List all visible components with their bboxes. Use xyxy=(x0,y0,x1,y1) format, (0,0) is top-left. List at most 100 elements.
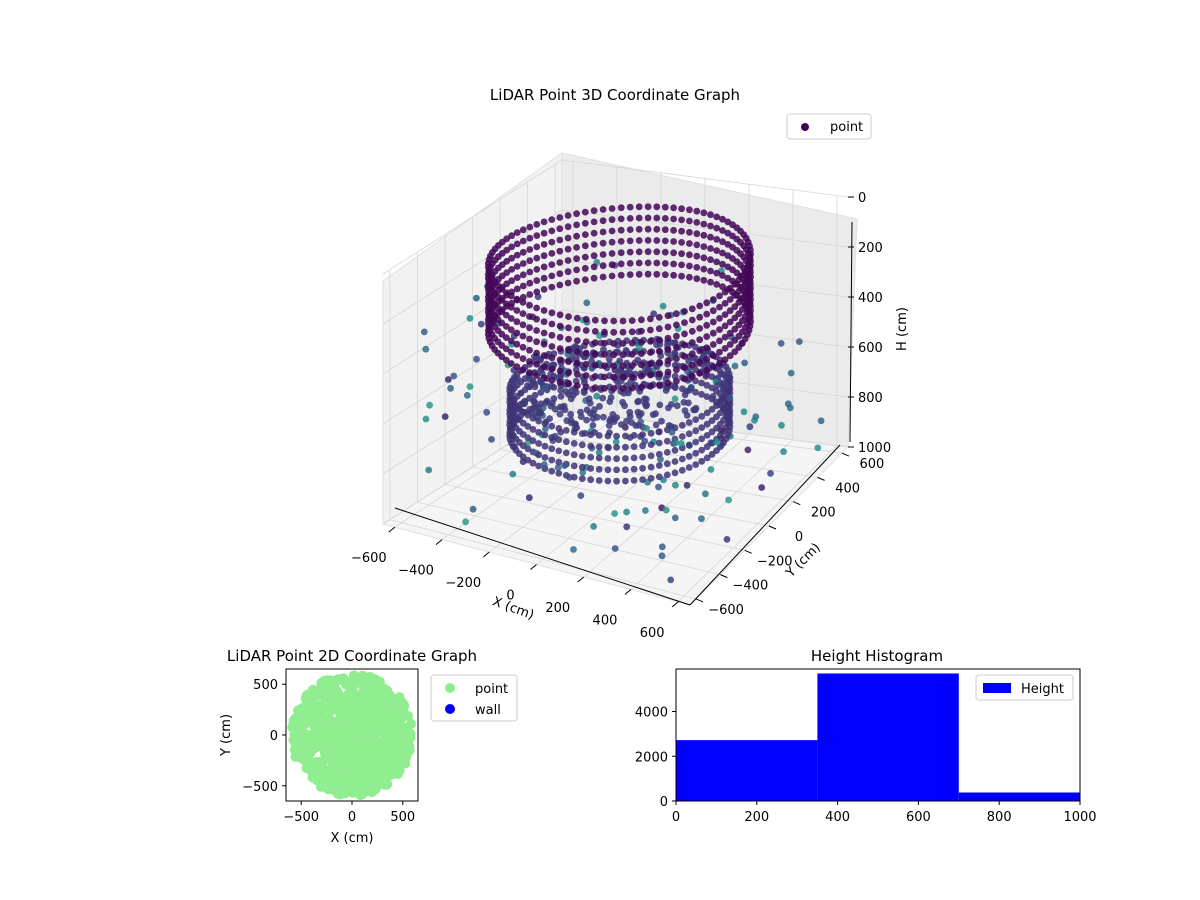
point-3d xyxy=(591,328,599,335)
point-3d xyxy=(708,417,716,424)
point-3d xyxy=(626,237,634,245)
legend-3d-label: point xyxy=(830,120,863,135)
point-3d xyxy=(555,436,563,444)
point-3d xyxy=(670,249,677,257)
point-3d xyxy=(521,398,528,406)
point-3d xyxy=(530,398,538,405)
point-3d xyxy=(655,336,663,344)
point-3d xyxy=(595,432,603,439)
point-3d xyxy=(507,303,515,311)
point-2d xyxy=(315,722,326,733)
point-3d xyxy=(678,250,685,258)
point-3d xyxy=(541,442,549,450)
point-3d xyxy=(716,348,723,356)
point-3d xyxy=(526,301,533,309)
point-3d xyxy=(578,463,586,471)
point-3d xyxy=(548,434,556,441)
point-3d xyxy=(713,413,720,421)
y-tick-label-3d: 400 xyxy=(835,481,860,496)
grid-line-x xyxy=(583,433,750,578)
point-3d xyxy=(593,413,601,421)
point-3d xyxy=(529,437,537,445)
point-3d xyxy=(655,359,663,366)
point-2d xyxy=(364,769,375,780)
point-3d xyxy=(556,225,564,233)
point-3d xyxy=(708,405,716,413)
point-3d xyxy=(526,358,533,365)
point-3d xyxy=(678,455,686,463)
point-3d xyxy=(542,425,549,433)
point-2d xyxy=(394,735,405,746)
point-3d xyxy=(698,424,706,431)
point-3d xyxy=(680,399,688,406)
grid-line-y xyxy=(555,413,842,454)
point-3d xyxy=(661,226,669,234)
point-3d xyxy=(617,260,625,268)
point-3d xyxy=(635,203,643,211)
point-3d xyxy=(628,373,636,381)
point-3d xyxy=(708,450,716,458)
point-2d xyxy=(325,713,335,724)
point-3d xyxy=(613,432,620,440)
point-3d xyxy=(703,432,711,439)
point-3d xyxy=(509,470,517,478)
x-tick-label-hist: 800 xyxy=(987,810,1012,825)
point-3d xyxy=(555,458,563,466)
point-3d xyxy=(589,422,597,429)
point-3d xyxy=(567,395,575,403)
point-3d xyxy=(639,476,646,483)
point-2d xyxy=(344,718,355,729)
point-3d xyxy=(650,310,658,318)
x-tick-3d xyxy=(577,576,585,583)
point-3d xyxy=(606,398,614,405)
point-2d xyxy=(328,725,339,736)
y-tick-3d xyxy=(768,525,777,530)
point-3d xyxy=(709,318,717,326)
point-3d xyxy=(685,464,693,471)
point-3d xyxy=(533,349,540,357)
point-3d xyxy=(548,261,556,268)
point-3d xyxy=(703,420,711,428)
point-3d xyxy=(519,355,527,362)
point-3d xyxy=(447,384,454,392)
histogram-bars xyxy=(676,673,1080,801)
point-3d xyxy=(531,383,539,391)
legend-histogram-frame xyxy=(975,674,1074,701)
point-3d xyxy=(590,241,598,248)
point-3d xyxy=(556,378,564,386)
point-3d xyxy=(696,370,704,377)
point-3d xyxy=(540,218,548,226)
point-3d xyxy=(696,336,704,344)
point-3d xyxy=(581,242,589,250)
x-tick-label-3d: 600 xyxy=(640,626,665,641)
y-axis-label-2d: Y (cm) xyxy=(219,714,234,757)
point-3d xyxy=(688,372,696,380)
point-3d xyxy=(533,327,540,334)
point-3d xyxy=(591,384,599,392)
point-3d xyxy=(613,455,620,463)
z-tick-label-3d: 600 xyxy=(858,341,883,356)
point-3d xyxy=(626,413,634,420)
point-3d xyxy=(623,417,630,425)
point-3d xyxy=(526,246,534,253)
point-2d xyxy=(405,733,415,744)
point-3d xyxy=(628,317,636,324)
point-3d xyxy=(548,365,556,373)
point-3d xyxy=(595,465,603,473)
point-3d xyxy=(524,423,532,430)
point-2d xyxy=(403,711,414,722)
point-3d xyxy=(599,206,607,213)
point-3d xyxy=(604,432,612,440)
z-axis-line xyxy=(849,221,853,443)
point-3d xyxy=(473,294,480,302)
point-3d xyxy=(601,328,608,336)
point-2d xyxy=(294,745,305,756)
point-3d xyxy=(752,413,760,421)
point-3d xyxy=(681,353,688,360)
point-3d xyxy=(693,219,701,226)
point-3d xyxy=(655,439,663,447)
point-3d xyxy=(639,453,646,461)
point-3d xyxy=(556,281,564,289)
point-3d xyxy=(519,332,527,340)
